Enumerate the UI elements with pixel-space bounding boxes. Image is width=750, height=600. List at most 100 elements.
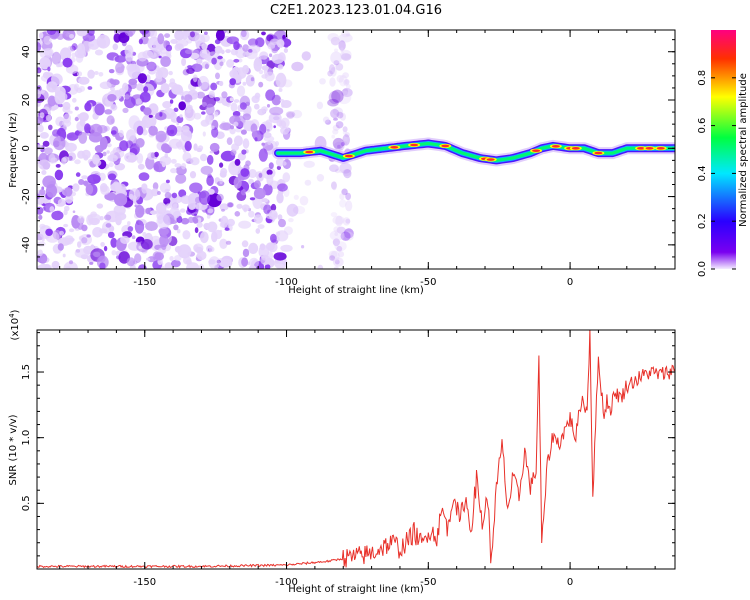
noise-blob: [280, 126, 290, 135]
noise-blob: [199, 49, 211, 59]
noise-blob: [193, 143, 198, 151]
noise-blob: [219, 162, 224, 168]
noise-blob: [271, 47, 278, 54]
noise-blob: [136, 83, 144, 91]
noise-blob: [180, 208, 186, 213]
noise-blob: [78, 76, 90, 85]
noise-blob: [238, 175, 242, 180]
noise-blob: [168, 138, 182, 149]
noise-blob: [199, 231, 209, 244]
snr-line: [37, 330, 675, 569]
noise-blob: [330, 51, 342, 65]
noise-blob: [88, 217, 100, 226]
noise-blob: [119, 129, 124, 138]
noise-blob: [344, 132, 350, 138]
noise-blob: [330, 108, 340, 119]
noise-blob: [63, 223, 69, 228]
noise-blob: [186, 67, 195, 74]
noise-blob: [340, 47, 344, 52]
noise-blob: [156, 213, 171, 229]
noise-blob: [53, 136, 66, 151]
noise-blob: [196, 91, 206, 99]
noise-blob: [226, 218, 235, 227]
noise-blob: [89, 261, 94, 265]
noise-blob: [194, 227, 199, 234]
noise-blob: [107, 94, 117, 102]
noise-blob: [136, 153, 144, 164]
noise-blob: [76, 30, 88, 37]
colorbar: 0.0 0.2 0.4 0.6 0.8 Normalized spectral ampl…: [697, 30, 749, 277]
noise-blob: [317, 264, 324, 269]
noise-blob: [175, 39, 189, 47]
x-tick-label: -150: [133, 577, 156, 588]
noise-blob: [193, 112, 202, 120]
noise-blob: [54, 90, 66, 105]
signal-hotspot-core: [532, 149, 541, 152]
noise-blob: [135, 98, 142, 105]
noise-blob: [225, 49, 231, 54]
noise-blob: [249, 197, 256, 201]
noise-blob: [157, 191, 161, 195]
noise-blob: [128, 188, 141, 202]
noise-blob: [241, 149, 247, 155]
noise-blob: [158, 227, 169, 236]
snr-panel: -150 -100 -50 0 0.5 1.0 1.5 Height of straight…: [8, 309, 676, 595]
noise-blob: [226, 137, 233, 146]
noise-blob: [329, 255, 336, 261]
noise-blob: [268, 209, 278, 221]
noise-blob: [233, 58, 240, 63]
noise-blob: [49, 206, 55, 213]
noise-blob: [248, 265, 257, 269]
noise-blob: [220, 215, 229, 228]
noise-blob: [107, 173, 117, 181]
noise-blob: [327, 70, 333, 77]
noise-blob: [72, 183, 80, 192]
noise-blob: [77, 215, 85, 224]
noise-blob: [153, 151, 159, 158]
noise-blob: [282, 161, 287, 166]
noise-blob: [338, 169, 343, 174]
noise-blob: [90, 43, 94, 47]
noise-blob: [87, 86, 93, 90]
noise-blob: [273, 252, 287, 261]
noise-blob: [190, 157, 200, 166]
noise-blob: [304, 179, 312, 186]
noise-blob: [205, 103, 215, 116]
noise-blob: [254, 137, 258, 142]
noise-blob: [332, 137, 344, 150]
noise-blob: [136, 125, 144, 136]
noise-blob: [155, 202, 167, 215]
noise-blob: [338, 40, 346, 51]
noise-blob: [171, 158, 177, 164]
noise-blob: [142, 232, 147, 237]
noise-blob: [301, 245, 305, 249]
noise-blob: [336, 245, 343, 252]
noise-blob: [57, 243, 64, 251]
noise-blob: [164, 33, 171, 38]
noise-blob: [50, 106, 56, 112]
noise-blob: [102, 151, 107, 157]
noise-blob: [181, 95, 184, 101]
noise-blob: [275, 72, 287, 88]
noise-blob: [277, 64, 284, 70]
noise-blob: [166, 114, 171, 119]
noise-blob: [162, 101, 172, 109]
x-tick-label: -100: [275, 577, 298, 588]
noise-blob: [81, 224, 88, 232]
noise-blob: [181, 58, 187, 66]
noise-blob: [226, 59, 235, 68]
noise-blob: [270, 203, 277, 212]
colorbar-ticks: 0.0 0.2 0.4 0.6 0.8: [697, 70, 736, 277]
noise-blob: [327, 98, 339, 107]
noise-blob: [345, 84, 351, 89]
noise-blob: [340, 49, 352, 61]
noise-blob: [51, 210, 64, 221]
noise-blob: [135, 138, 145, 148]
noise-blob: [38, 214, 43, 220]
noise-blob: [239, 30, 250, 41]
noise-blob: [149, 30, 158, 39]
noise-blob: [331, 181, 337, 190]
noise-blob: [72, 210, 76, 213]
noise-blob: [211, 57, 217, 65]
colorbar-tick-label: 0.2: [697, 213, 708, 229]
